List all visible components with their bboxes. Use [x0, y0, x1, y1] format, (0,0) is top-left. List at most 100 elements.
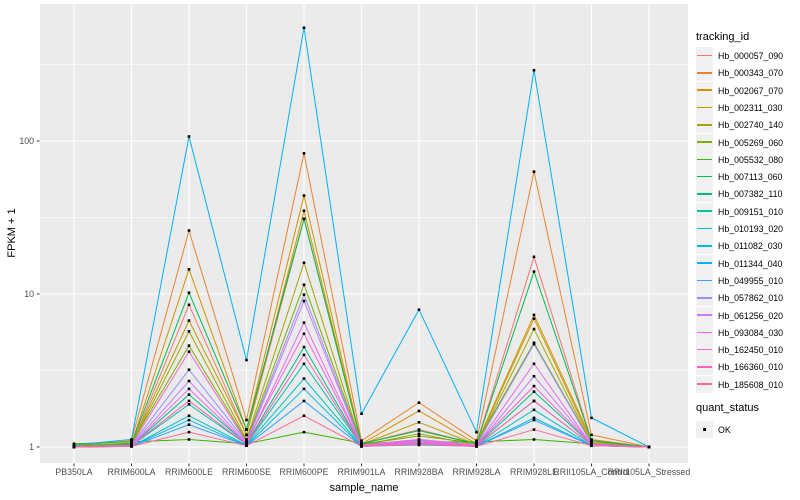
legend-key-line	[697, 383, 712, 386]
data-point	[302, 261, 306, 265]
data-point	[360, 439, 363, 442]
legend-key-line	[697, 366, 712, 368]
x-tick-label-RRIM928BA: RRIM928BA	[394, 467, 444, 477]
legend-item-Hb_005532_080: Hb_005532_080	[696, 150, 800, 168]
legend-key-line	[697, 158, 712, 161]
data-point	[187, 350, 191, 353]
data-point	[532, 327, 536, 331]
data-point	[417, 409, 421, 413]
x-tick-label-RRIM600PE: RRIM600PE	[279, 467, 329, 477]
legend-item-Hb_011082_030: Hb_011082_030	[696, 237, 800, 255]
legend-key-swatch	[696, 81, 713, 99]
data-point	[532, 408, 536, 412]
legend-item-Hb_049955_010: Hb_049955_010	[696, 271, 800, 289]
legend-key-line	[697, 175, 712, 178]
legend-key-swatch	[696, 323, 713, 341]
legend-title-tracking-id: tracking_id	[696, 31, 750, 43]
data-point	[187, 291, 191, 294]
legend-key-line	[697, 279, 712, 282]
legend-key-line	[697, 123, 712, 126]
legend: tracking_id Hb_000057_090 Hb_000343_070 Hb…	[696, 0, 800, 500]
legend-item-quant-OK: OK	[696, 420, 800, 438]
legend-key-swatch	[696, 289, 713, 307]
data-point	[475, 430, 478, 434]
data-point	[187, 303, 191, 307]
data-point	[532, 418, 536, 422]
data-point	[532, 68, 536, 72]
data-point	[302, 152, 306, 155]
data-point	[417, 421, 421, 424]
data-point	[532, 342, 536, 346]
legend-key-line	[697, 210, 712, 213]
legend-item-label: Hb_007382_110	[718, 189, 783, 200]
data-point	[532, 428, 536, 431]
data-point	[187, 229, 191, 232]
data-point	[302, 293, 306, 296]
data-point	[187, 393, 191, 396]
data-point	[187, 135, 191, 138]
legend-key-line	[697, 72, 712, 74]
legend-key-swatch	[696, 47, 713, 64]
y-tick-label-10: 10	[24, 289, 34, 299]
legend-key-swatch	[696, 64, 713, 82]
data-point	[245, 358, 248, 362]
legend-item-Hb_166360_010: Hb_166360_010	[696, 358, 800, 376]
legend-item-Hb_057862_010: Hb_057862_010	[696, 289, 800, 307]
data-point	[360, 445, 363, 448]
legend-key-swatch	[696, 202, 713, 220]
legend-item-Hb_005269_060: Hb_005269_060	[696, 133, 800, 151]
data-point	[302, 194, 306, 197]
legend-item-Hb_010193_020: Hb_010193_020	[696, 220, 800, 237]
y-axis-title: FPKM + 1	[6, 208, 18, 258]
data-point	[532, 270, 536, 273]
legend-key-swatch	[696, 271, 713, 289]
data-point	[532, 374, 536, 378]
data-point	[187, 319, 191, 322]
legend-item-Hb_002067_070: Hb_002067_070	[696, 81, 800, 99]
data-point	[302, 362, 306, 366]
x-tick-label-RRIM901LA: RRIM901LA	[337, 467, 386, 477]
legend-key-line	[697, 89, 712, 91]
data-point	[187, 368, 191, 372]
data-point	[302, 26, 306, 30]
legend-key-line	[697, 227, 712, 230]
data-point	[532, 313, 536, 317]
x-tick-label-RRIM600LE: RRIM600LE	[165, 467, 213, 477]
data-point	[130, 438, 133, 441]
legend-key-swatch	[696, 254, 713, 272]
x-tick-label-RRIM928LA: RRIM928LA	[452, 467, 501, 477]
y-tick-label-100: 100	[19, 136, 34, 146]
data-point	[590, 439, 593, 442]
data-point	[187, 330, 191, 333]
legend-key-line	[697, 245, 712, 247]
legend-key-line	[697, 262, 712, 264]
data-point	[187, 268, 191, 271]
data-point	[187, 430, 191, 434]
legend-item-label: Hb_009151_010	[718, 206, 784, 217]
legend-item-label: Hb_002740_140	[718, 120, 784, 131]
x-tick-label-RRIM600LA: RRIM600LA	[107, 467, 156, 477]
legend-item-label: Hb_162450_010	[718, 345, 784, 356]
legend-item-label: Hb_005532_080	[718, 154, 784, 165]
legend-item-label: Hb_061256_020	[718, 310, 784, 321]
data-point	[417, 438, 421, 441]
legend-item-Hb_011344_040: Hb_011344_040	[696, 254, 800, 272]
legend-item-Hb_002740_140: Hb_002740_140	[696, 116, 800, 134]
legend-key-swatch	[696, 420, 713, 438]
data-point	[245, 433, 248, 437]
legend-item-label: Hb_010193_020	[718, 224, 784, 234]
legend-item-Hb_007382_110: Hb_007382_110	[696, 185, 800, 203]
data-point	[187, 414, 191, 418]
data-point	[302, 299, 306, 303]
data-point	[360, 412, 363, 416]
data-point	[187, 423, 191, 426]
black-square-point-icon	[703, 427, 706, 431]
data-point	[302, 399, 306, 403]
legend-item-Hb_000343_070: Hb_000343_070	[696, 64, 800, 82]
data-point	[475, 440, 478, 444]
legend-key-swatch	[696, 168, 713, 186]
data-point	[302, 414, 306, 418]
legend-item-label: Hb_002311_030	[718, 102, 783, 113]
data-point	[532, 317, 536, 320]
x-tick-label-RRII105LA_Stressed: RRII105LA_Stressed	[607, 467, 691, 477]
